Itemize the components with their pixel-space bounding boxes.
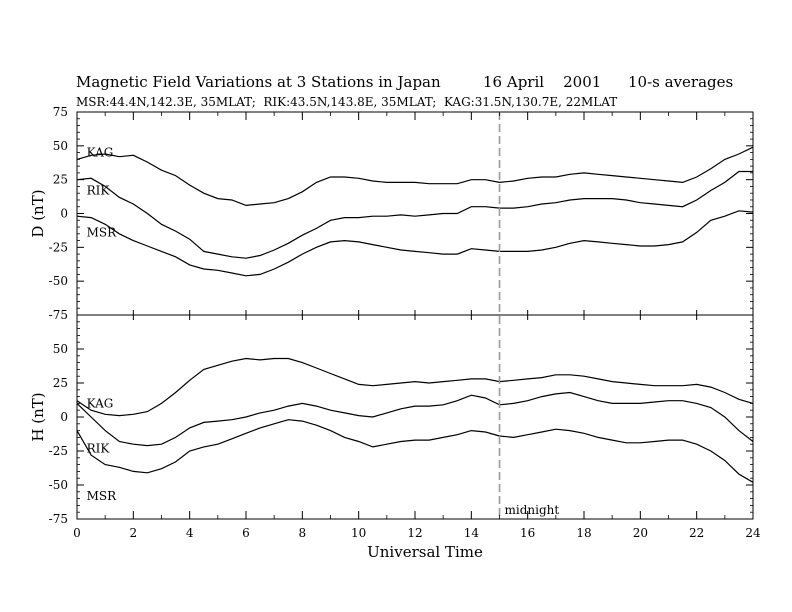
series-label-kag: KAG [87,146,114,160]
x-tick-label: 18 [576,526,591,540]
y-tick-label: 25 [53,376,68,390]
series-line-msr [76,210,754,277]
x-axis-label: Universal Time [367,543,483,561]
y-axis-label: D (nT) [29,189,47,237]
y-tick-label: 25 [53,173,68,187]
y-tick-label: 50 [53,139,68,153]
y-tick-label: -50 [49,274,68,288]
y-tick-label: -50 [49,478,68,492]
chart-averaging: 10-s averages [628,73,733,91]
series-label-msr: MSR [87,225,118,239]
series-line-msr [76,419,754,483]
y-tick-label: -25 [49,444,68,458]
x-tick-label: 24 [745,526,761,540]
y-axis-label: H (nT) [29,392,47,441]
series-line-kag [76,146,754,207]
series-label-msr: MSR [87,489,118,503]
series-label-rik: RIK [87,441,111,455]
series-label-rik: RIK [87,183,111,197]
midnight-label: midnight [505,503,560,517]
x-tick-label: 10 [351,526,366,540]
x-tick-label: 0 [73,526,81,540]
y-tick-label: 75 [53,105,68,119]
chart-subtitle: MSR:44.4N,142.3E, 35MLAT; RIK:43.5N,143.… [76,95,617,109]
x-tick-label: 2 [130,526,138,540]
y-tick-label: -75 [49,512,68,526]
series-line-rik [76,170,753,259]
x-tick-label: 16 [520,526,535,540]
y-tick-label: 0 [60,207,68,221]
series-line-rik [76,391,754,447]
panel-h: 50 25 0 -25 -50 -75 H (nT) KAG RIK MSR [29,314,754,526]
y-tick-label: 0 [60,410,68,424]
x-tick-label: 22 [689,526,704,540]
x-tick-label: 20 [633,526,648,540]
x-tick-label: 12 [407,526,422,540]
y-tick-label: 50 [53,342,68,356]
plot-frame [76,314,754,520]
x-tick-label: 14 [464,526,480,540]
panel-d: 75 50 25 0 -25 -50 -75 D (nT) KAG RIK MSR [29,105,754,322]
y-tick-label: -75 [49,308,68,322]
x-tick-label: 8 [299,526,307,540]
chart-title: Magnetic Field Variations at 3 Stations … [76,73,441,91]
x-tick-label: 6 [242,526,250,540]
x-tick-label: 4 [186,526,194,540]
series-label-kag: KAG [87,396,114,410]
plot-frame [76,111,754,316]
panels: 75 50 25 0 -25 -50 -75 D (nT) KAG RIK MSR 50 25 0 -25 -… [29,105,754,526]
y-tick-label: -25 [49,240,68,254]
chart-date: 16 April 2001 [483,73,601,91]
x-axis: 0 2 4 6 8 10 12 14 16 18 20 22 24 [73,112,761,540]
series-line-kag [76,357,754,417]
